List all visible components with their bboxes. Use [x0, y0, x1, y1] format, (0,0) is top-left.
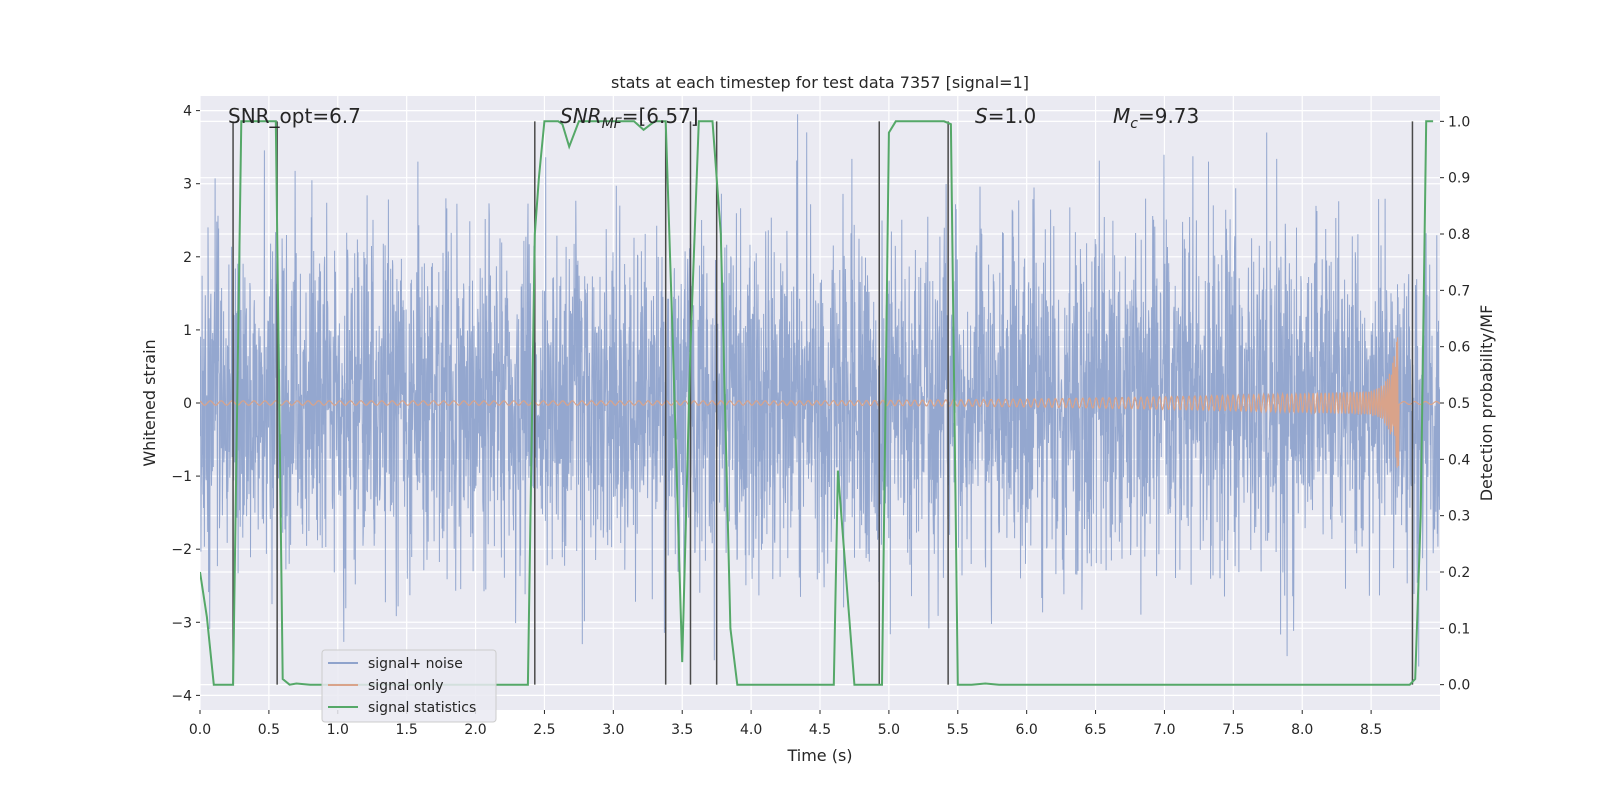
- y-tick-label-4: 0: [183, 396, 192, 412]
- y2-tick-label-8: 0.8: [1448, 227, 1470, 243]
- annotation-mc-sub: c: [1130, 116, 1138, 132]
- y-tick-label-1: −3: [171, 615, 192, 631]
- stats-series: [200, 120, 1434, 686]
- annotation-snr-mf-main: SNR: [560, 104, 602, 128]
- x-tick-label-15: 7.5: [1222, 722, 1244, 738]
- x-tick-label-12: 6.0: [1016, 722, 1038, 738]
- y-tick-label-3: −1: [171, 469, 192, 485]
- x-tick-label-14: 7.0: [1153, 722, 1175, 738]
- y2-tick-label-1: 0.1: [1448, 621, 1470, 637]
- vertical-markers: [232, 121, 1414, 685]
- noise-series: [200, 114, 1440, 667]
- annotation-mc: Mc=9.73: [1113, 104, 1199, 132]
- y2-tick-label-7: 0.7: [1448, 283, 1470, 299]
- grid: [199, 96, 1440, 710]
- x-tick-label-8: 4.0: [740, 722, 762, 738]
- y-axis-ticks: −4 −3 −2 −1 0 1 2 3 4: [171, 104, 200, 704]
- y2-tick-label-3: 0.3: [1448, 509, 1470, 525]
- annotation-snr-mf-value: =[6.57]: [622, 104, 699, 128]
- y-tick-label-8: 4: [183, 104, 192, 120]
- y-axis-label: Whitened strain: [140, 339, 159, 466]
- annotation-mc-value: =9.73: [1138, 104, 1199, 128]
- annotation-mc-main: M: [1113, 104, 1130, 128]
- annotation-s-value: =1.0: [988, 104, 1037, 128]
- x-tick-label-13: 6.5: [1084, 722, 1106, 738]
- y2-tick-label-9: 0.9: [1448, 171, 1470, 187]
- stats-line: [200, 120, 1434, 686]
- x-axis-label: Time (s): [786, 746, 852, 765]
- y2-axis-ticks: 0.0 0.1 0.2 0.3 0.4 0.5 0.6 0.7 0.8 0.9 1.0: [1440, 114, 1470, 694]
- legend-label-noise: signal+ noise: [368, 656, 463, 672]
- annotation-s: S=1.0: [975, 104, 1036, 128]
- annotation-s-main: S: [975, 104, 988, 128]
- y-tick-label-2: −2: [171, 542, 192, 558]
- x-tick-label-3: 1.5: [396, 722, 418, 738]
- y2-axis-label: Detection probability/MF: [1477, 305, 1496, 502]
- legend-box: [321, 649, 497, 723]
- y2-tick-label-2: 0.2: [1448, 565, 1470, 581]
- x-tick-label-2: 1.0: [327, 722, 349, 738]
- annotation-snr-opt: SNR_opt=6.7: [228, 104, 361, 128]
- noise-line: [200, 114, 1440, 667]
- legend: signal+ noise signal only signal statist…: [321, 649, 497, 723]
- x-tick-label-6: 3.0: [602, 722, 624, 738]
- x-tick-label-1: 0.5: [258, 722, 280, 738]
- y2-tick-label-6: 0.6: [1448, 340, 1470, 356]
- x-tick-label-9: 4.5: [809, 722, 831, 738]
- x-tick-label-4: 2.0: [464, 722, 486, 738]
- y2-tick-label-10: 1.0: [1448, 114, 1470, 130]
- x-tick-label-11: 5.5: [947, 722, 969, 738]
- y2-tick-label-0: 0.0: [1448, 678, 1470, 694]
- y-tick-label-5: 1: [183, 323, 192, 339]
- x-tick-label-16: 8.0: [1291, 722, 1313, 738]
- y-tick-label-6: 2: [183, 250, 192, 266]
- signal-series: [200, 337, 1440, 468]
- legend-label-stats: signal statistics: [368, 700, 476, 716]
- x-tick-label-5: 2.5: [533, 722, 555, 738]
- x-tick-label-17: 8.5: [1360, 722, 1382, 738]
- y-tick-label-0: −4: [171, 688, 192, 704]
- y2-tick-label-4: 0.4: [1448, 452, 1470, 468]
- annotation-snr-mf-sub: MF: [602, 116, 623, 132]
- x-axis-ticks: 0.0 0.5 1.0 1.5 2.0 2.5 3.0 3.5 4.0 4.5 5.0 5.5 6.0 6…: [189, 710, 1382, 738]
- y2-tick-label-5: 0.5: [1448, 396, 1470, 412]
- legend-label-signal: signal only: [368, 678, 443, 694]
- chart-title: stats at each timestep for test data 735…: [611, 73, 1029, 92]
- x-tick-label-7: 3.5: [671, 722, 693, 738]
- y-tick-label-7: 3: [183, 177, 192, 193]
- signal-line: [200, 337, 1440, 468]
- annotation-snr-mf: SNRMF=[6.57]: [560, 104, 699, 132]
- x-tick-label-10: 5.0: [878, 722, 900, 738]
- x-tick-label-0: 0.0: [189, 722, 211, 738]
